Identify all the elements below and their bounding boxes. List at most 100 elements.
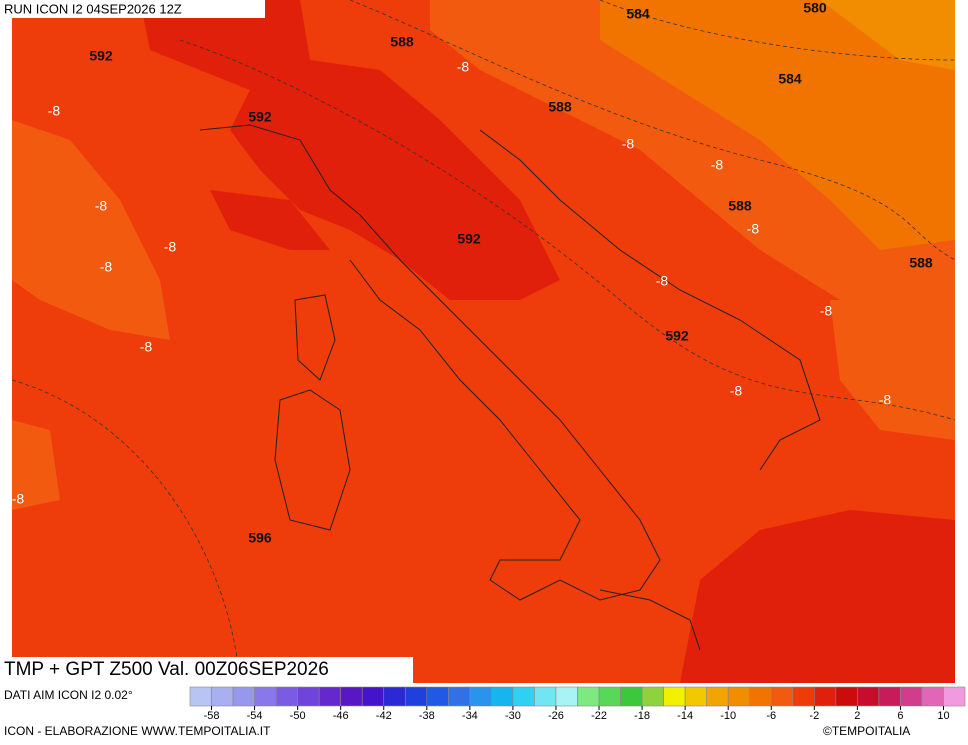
colorbar-tick-label: 10 bbox=[937, 710, 949, 722]
region-warm-core bbox=[140, 0, 560, 300]
contour-label: 592 bbox=[457, 231, 481, 247]
contour-label: -8 bbox=[711, 157, 724, 173]
colorbar-swatch bbox=[383, 686, 406, 707]
colorbar-swatch bbox=[684, 686, 707, 707]
colorbar-swatch bbox=[275, 686, 298, 707]
contour-label: -8 bbox=[140, 339, 153, 355]
run-box bbox=[0, 0, 265, 18]
colorbar-swatch bbox=[448, 686, 471, 707]
contour-label: -8 bbox=[95, 198, 108, 214]
contour-label: 588 bbox=[909, 255, 933, 271]
colorbar-swatch bbox=[404, 686, 428, 707]
colorbar-swatch bbox=[921, 686, 944, 707]
colorbar-swatch bbox=[749, 686, 772, 707]
coastlines bbox=[199, 124, 821, 651]
coastline bbox=[599, 589, 701, 651]
colorbar-tick-label: -30 bbox=[505, 710, 521, 722]
colorbar-tick-label: -2 bbox=[809, 710, 819, 722]
region-warm-core bbox=[680, 510, 955, 683]
colorbar-tick-label: -26 bbox=[548, 710, 564, 722]
colorbar-swatch bbox=[792, 686, 815, 707]
footer: ICON - ELABORAZIONE WWW.TEMPOITALIA.IT bbox=[4, 724, 271, 738]
contour-label: -8 bbox=[164, 239, 177, 255]
contour-label: -8 bbox=[730, 383, 743, 399]
colorbar-swatch bbox=[340, 686, 363, 707]
colorbar-tick-label: 2 bbox=[854, 710, 860, 722]
colorbar-swatch bbox=[469, 686, 492, 707]
contour-label: -8 bbox=[820, 303, 833, 319]
title-box bbox=[0, 657, 413, 683]
contour-label: 584 bbox=[778, 71, 802, 87]
colorbar-tick-label: -18 bbox=[634, 710, 650, 722]
contour-label: -8 bbox=[457, 59, 470, 75]
colorbar-tick-label: -54 bbox=[247, 710, 263, 722]
contour-label: 592 bbox=[665, 328, 689, 344]
colorbar: -58 -54 -50 -46 -42 -38 -34 -30 -26 -22 -18 -14 -10-… bbox=[189, 686, 966, 722]
colorbar-swatch bbox=[814, 686, 837, 707]
map: 584 580 588 592 -8 584 588 -8 592 -8 -8 -8 588 -8 592 -… bbox=[11, 0, 956, 684]
colorbar-swatch bbox=[555, 686, 578, 707]
colorbar-swatch bbox=[189, 686, 212, 707]
coastline bbox=[294, 294, 336, 381]
contour-label: -8 bbox=[100, 259, 113, 275]
colorbar-tick-label: -46 bbox=[333, 710, 349, 722]
contour-label: 588 bbox=[548, 99, 572, 115]
colorbar-tick-label: -42 bbox=[376, 710, 392, 722]
colorbar-swatch bbox=[943, 686, 966, 707]
region-light-orange bbox=[820, 0, 955, 70]
contour-label: -8 bbox=[879, 392, 892, 408]
colorbar-swatch bbox=[835, 686, 858, 707]
colorbar-tick-label: -14 bbox=[677, 710, 693, 722]
colorbar-tick-label: 6 bbox=[897, 710, 903, 722]
region-warm-core bbox=[210, 190, 330, 250]
colorbar-tick-label: -22 bbox=[591, 710, 607, 722]
colorbar-swatch bbox=[900, 686, 923, 707]
contour-label: 588 bbox=[390, 34, 414, 50]
coastline bbox=[479, 129, 821, 471]
colorbar-swatch bbox=[512, 686, 535, 707]
colorbar-tick-label: -38 bbox=[419, 710, 435, 722]
colorbar-swatch bbox=[491, 686, 514, 707]
contour-labels: 584 580 588 592 -8 584 588 -8 592 -8 -8 -8 588 -8 592 -… bbox=[12, 0, 933, 546]
colorbar-tick-label: -58 bbox=[204, 710, 220, 722]
colorbar-tick-label: -10 bbox=[720, 710, 736, 722]
colorbar-tick-label: -34 bbox=[462, 710, 478, 722]
colorbar-swatch bbox=[426, 686, 449, 707]
colorbar-swatch bbox=[598, 686, 621, 707]
contour-label: 596 bbox=[248, 530, 272, 546]
contour-line bbox=[599, 0, 956, 61]
colorbar-swatch bbox=[318, 686, 341, 707]
colorbar-swatch bbox=[878, 686, 901, 707]
contour-line bbox=[11, 379, 241, 684]
colorbar-swatch bbox=[770, 686, 794, 707]
copyright: ©TEMPOITALIA bbox=[823, 724, 910, 738]
colorbar-swatch bbox=[641, 686, 664, 707]
colorbar-swatch bbox=[361, 686, 385, 707]
run-label: RUN ICON I2 04SEP2026 12Z bbox=[4, 1, 182, 16]
region-warm-orange bbox=[12, 420, 60, 510]
colorbar-tick-label: -50 bbox=[290, 710, 306, 722]
contour-label: 584 bbox=[626, 6, 650, 22]
region-warm-orange bbox=[830, 300, 955, 440]
colorbar-swatch bbox=[577, 686, 600, 707]
colorbar-swatch bbox=[232, 686, 255, 707]
contour-label: 580 bbox=[803, 0, 827, 16]
coastline bbox=[274, 389, 351, 531]
colorbar-swatch bbox=[706, 686, 729, 707]
colorbar-swatch bbox=[211, 686, 234, 707]
contour-label: -8 bbox=[747, 221, 760, 237]
colorbar-swatch bbox=[620, 686, 643, 707]
colorbar-swatch bbox=[254, 686, 277, 707]
colorbar-tick-label: -6 bbox=[766, 710, 776, 722]
map-title: TMP + GPT Z500 Val. 00Z06SEP2026 bbox=[4, 659, 329, 680]
region-warm-orange bbox=[12, 120, 170, 340]
contour-label: 592 bbox=[248, 109, 272, 125]
contour-label: -8 bbox=[622, 136, 635, 152]
contour-label: 592 bbox=[89, 48, 113, 64]
contour-line bbox=[349, 0, 956, 261]
source-label: DATI AIM ICON I2 0.02° bbox=[4, 688, 133, 702]
coastline bbox=[199, 124, 661, 601]
colorbar-swatch bbox=[534, 686, 557, 707]
region-orange bbox=[600, 0, 955, 250]
